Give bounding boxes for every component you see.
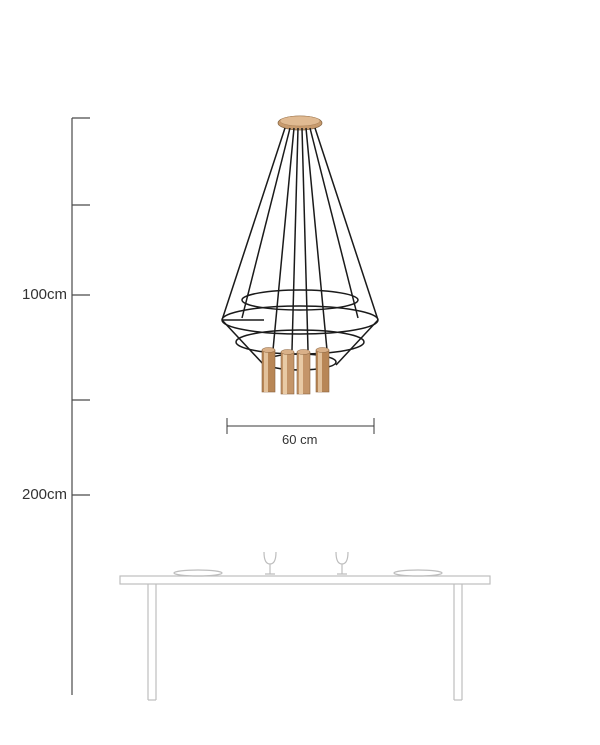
wine-glass-icon <box>336 552 348 574</box>
vertical-ruler <box>72 118 90 695</box>
wine-glass-icon <box>264 552 276 574</box>
width-label: 60 cm <box>282 432 317 447</box>
table-outline <box>120 552 490 700</box>
ruler-label-200cm: 200cm <box>22 486 67 503</box>
ruler-label-100cm: 100cm <box>22 286 67 303</box>
dimension-diagram <box>0 0 600 745</box>
lamp-cage <box>222 128 378 370</box>
